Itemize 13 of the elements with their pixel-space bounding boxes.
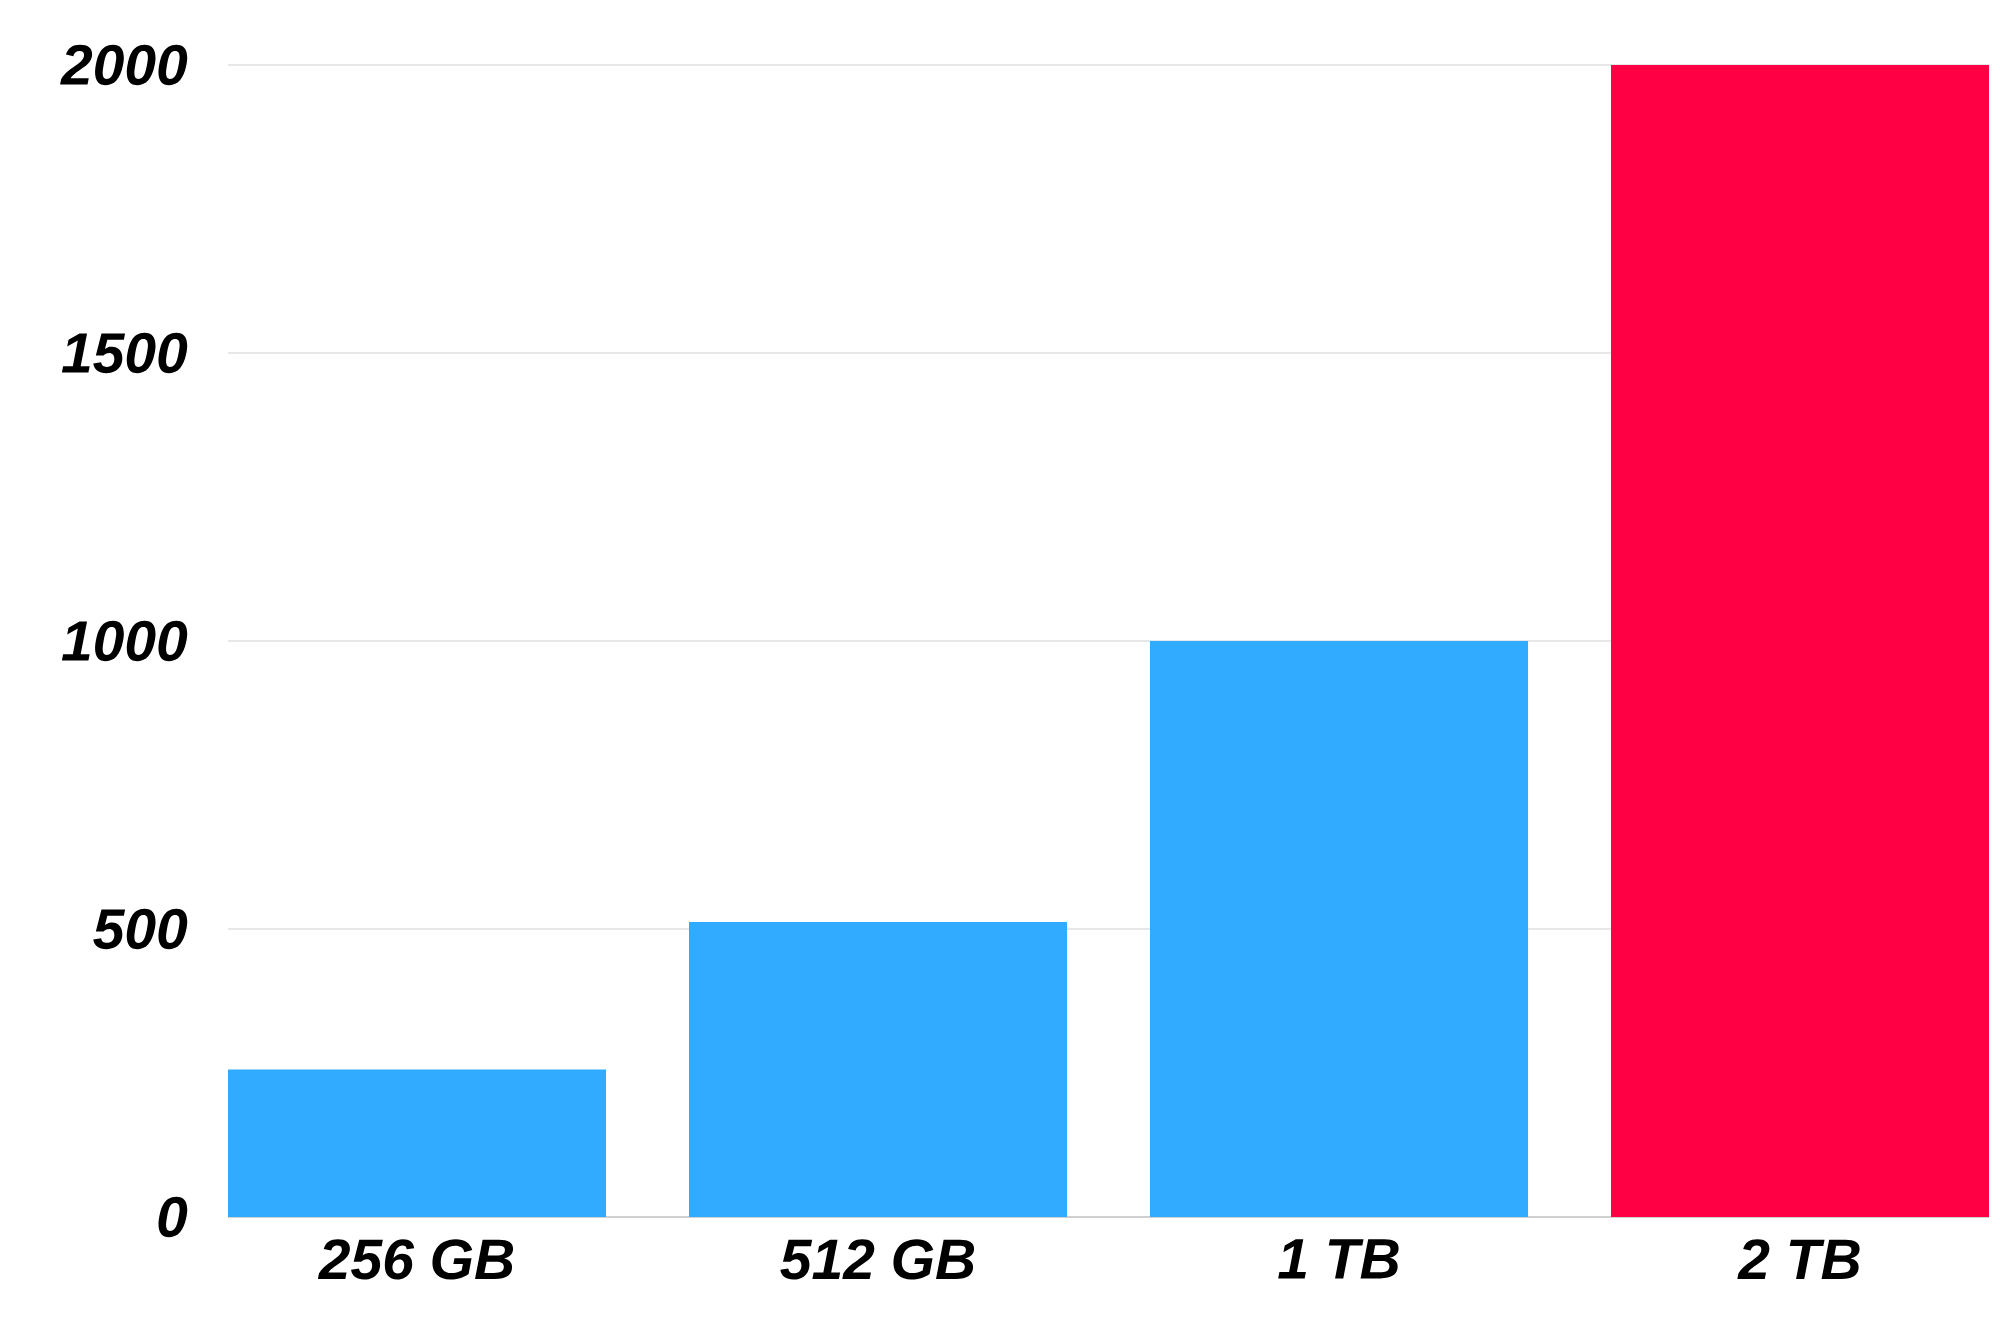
x-tick-label: 2 TB [1737,1239,1860,1279]
bar [1150,640,1529,1217]
y-tick-label: 0 [158,1196,188,1238]
y-tick-label: 1500 [61,332,188,374]
y-tick-label: 2000 [60,44,188,86]
y-tick-label: 500 [93,908,188,950]
bar [689,922,1068,1217]
y-tick-label: 1000 [61,620,188,662]
bar [1611,65,1990,1217]
x-tick-label: 256 GB [317,1239,514,1280]
x-tick-label: 1 TB [1278,1239,1399,1279]
x-tick-label: 512 GB [780,1239,975,1280]
bar [228,1069,607,1217]
